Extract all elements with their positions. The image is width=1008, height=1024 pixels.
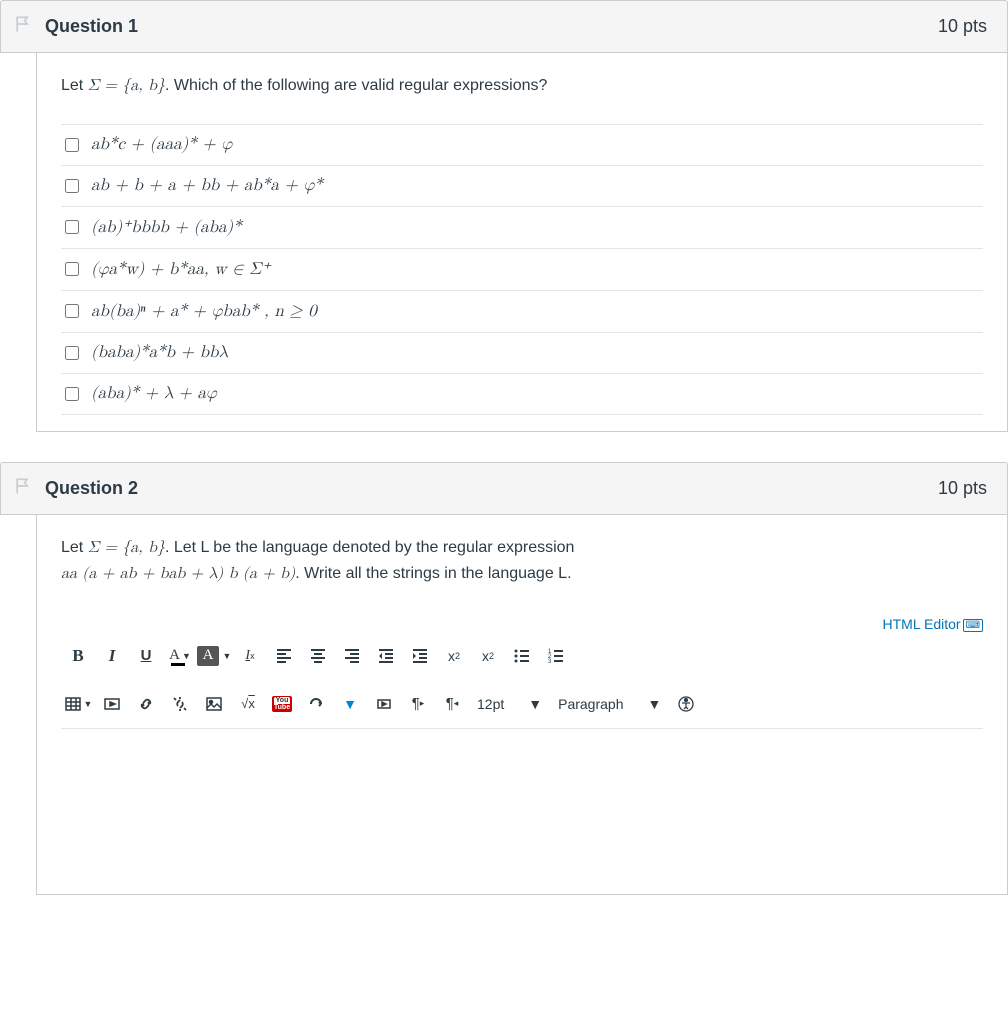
table-button[interactable]: ▼ bbox=[61, 690, 95, 718]
clear-format-button[interactable]: Ix bbox=[233, 642, 267, 670]
option-checkbox[interactable] bbox=[65, 138, 79, 152]
prompt-suffix: . Which of the following are valid regul… bbox=[165, 77, 547, 94]
option-row[interactable]: (φa*w) + b*aa, w ∈ Σ⁺ bbox=[61, 249, 983, 291]
option-checkbox[interactable] bbox=[65, 179, 79, 193]
indent-button[interactable] bbox=[403, 642, 437, 670]
option-row[interactable]: (aba)* + λ + aφ bbox=[61, 374, 983, 415]
equation-button[interactable]: √x bbox=[231, 690, 265, 718]
keyboard-icon: ⌨ bbox=[963, 619, 983, 632]
question-points: 10 pts bbox=[938, 16, 987, 37]
underline-button[interactable]: U bbox=[129, 642, 163, 670]
option-checkbox[interactable] bbox=[65, 262, 79, 276]
redo-button[interactable] bbox=[299, 690, 333, 718]
option-row[interactable]: ab + b + a + bb + ab*a + φ* bbox=[61, 166, 983, 207]
para-label: Paragraph bbox=[558, 696, 623, 712]
option-checkbox[interactable] bbox=[65, 387, 79, 401]
option-checkbox[interactable] bbox=[65, 220, 79, 234]
rtl-button[interactable]: ¶◂ bbox=[435, 690, 469, 718]
align-right-button[interactable] bbox=[335, 642, 369, 670]
question-points: 10 pts bbox=[938, 478, 987, 499]
bg-color-button[interactable]: A bbox=[197, 646, 219, 666]
font-size-label: 12pt bbox=[477, 696, 504, 712]
option-row[interactable]: (baba)*a*b + bbλ bbox=[61, 333, 983, 374]
option-row[interactable]: (ab)⁺bbbb + (aba)* bbox=[61, 207, 983, 249]
text-color-button[interactable]: A▼ bbox=[163, 642, 197, 670]
bullet-list-button[interactable] bbox=[505, 642, 539, 670]
link-button[interactable] bbox=[129, 690, 163, 718]
question-header: Question 2 10 pts bbox=[0, 462, 1008, 515]
option-checkbox[interactable] bbox=[65, 304, 79, 318]
question-prompt: Let Σ = {a, b}. Let L be the language de… bbox=[61, 535, 983, 588]
bold-button[interactable]: B bbox=[61, 642, 95, 670]
image-button[interactable] bbox=[197, 690, 231, 718]
media-button[interactable] bbox=[95, 690, 129, 718]
question-header: Question 1 10 pts bbox=[0, 0, 1008, 53]
prompt-line2-suffix: . Write all the strings in the language … bbox=[295, 565, 571, 582]
flag-icon[interactable] bbox=[9, 475, 37, 502]
outdent-button[interactable] bbox=[369, 642, 403, 670]
question-body: Let Σ = {a, b}. Which of the following a… bbox=[36, 53, 1008, 432]
superscript-button[interactable]: x2 bbox=[437, 642, 471, 670]
ltr-button[interactable]: ¶▸ bbox=[401, 690, 435, 718]
font-size-select[interactable]: 12pt▼ bbox=[469, 690, 550, 718]
option-row[interactable]: ab(ba)ⁿ + a* + φbab* , n ≥ 0 bbox=[61, 291, 983, 333]
italic-button[interactable]: I bbox=[95, 642, 129, 670]
record-button[interactable] bbox=[367, 690, 401, 718]
option-text: ab(ba)ⁿ + a* + φbab* , n ≥ 0 bbox=[91, 301, 317, 322]
paragraph-select[interactable]: Paragraph▼ bbox=[550, 690, 669, 718]
prompt-line1-suffix: . Let L be the language denoted by the r… bbox=[165, 539, 574, 556]
flag-icon[interactable] bbox=[9, 13, 37, 40]
html-editor-label: HTML Editor bbox=[883, 616, 961, 632]
option-text: ab*c + (aaa)* + φ bbox=[91, 135, 232, 155]
accessibility-button[interactable] bbox=[669, 690, 703, 718]
prompt-prefix: Let bbox=[61, 539, 88, 556]
option-checkbox[interactable] bbox=[65, 346, 79, 360]
unlink-button[interactable] bbox=[163, 690, 197, 718]
option-text: ab + b + a + bb + ab*a + φ* bbox=[91, 176, 323, 196]
option-text: (aba)* + λ + aφ bbox=[91, 384, 217, 404]
option-text: (baba)*a*b + bbλ bbox=[91, 343, 228, 363]
question-body: Let Σ = {a, b}. Let L be the language de… bbox=[36, 515, 1008, 895]
question-prompt: Let Σ = {a, b}. Which of the following a… bbox=[61, 73, 983, 100]
editor-toolbar: B I U A▼ A ▼ Ix x2 x2 123 ▼ √x YouT bbox=[61, 638, 983, 722]
insert-button[interactable]: ▼ bbox=[333, 690, 367, 718]
question-title: Question 1 bbox=[45, 16, 938, 37]
option-text: (ab)⁺bbbb + (aba)* bbox=[91, 217, 242, 238]
prompt-sigma: Σ = {a, b} bbox=[88, 78, 165, 94]
align-left-button[interactable] bbox=[267, 642, 301, 670]
option-row[interactable]: ab*c + (aaa)* + φ bbox=[61, 125, 983, 166]
question-1: Question 1 10 pts Let Σ = {a, b}. Which … bbox=[0, 0, 1008, 432]
html-editor-link[interactable]: HTML Editor⌨ bbox=[61, 616, 983, 632]
align-center-button[interactable] bbox=[301, 642, 335, 670]
options-list: ab*c + (aaa)* + φ ab + b + a + bb + ab*a… bbox=[61, 124, 983, 415]
prompt-prefix: Let bbox=[61, 77, 88, 94]
editor-textarea[interactable] bbox=[61, 728, 983, 878]
question-2: Question 2 10 pts Let Σ = {a, b}. Let L … bbox=[0, 462, 1008, 895]
option-text: (φa*w) + b*aa, w ∈ Σ⁺ bbox=[91, 259, 270, 280]
subscript-button[interactable]: x2 bbox=[471, 642, 505, 670]
prompt-math: aa (a + ab + bab + λ) b (a + b) bbox=[61, 566, 295, 582]
prompt-sigma: Σ = {a, b} bbox=[88, 540, 165, 556]
youtube-button[interactable]: YouTube bbox=[265, 690, 299, 718]
bg-color-caret[interactable]: ▼ bbox=[219, 642, 233, 670]
svg-text:3: 3 bbox=[548, 659, 552, 665]
number-list-button[interactable]: 123 bbox=[539, 642, 573, 670]
question-title: Question 2 bbox=[45, 478, 938, 499]
